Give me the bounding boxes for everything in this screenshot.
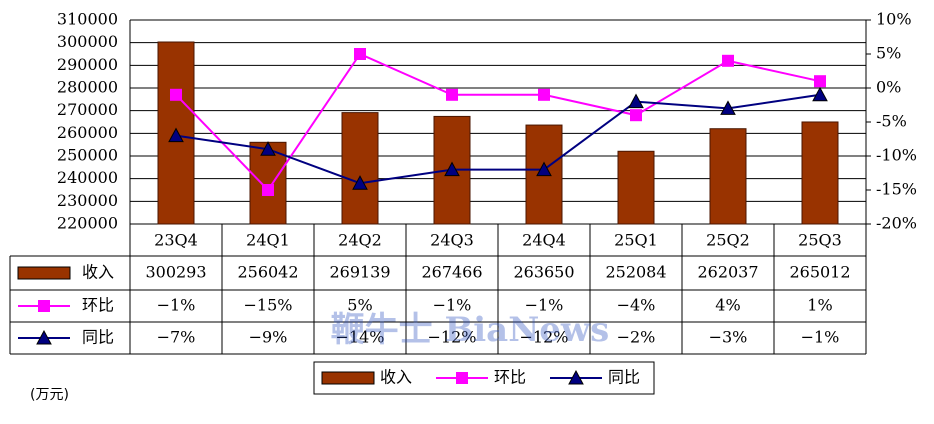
table-value: −14% <box>336 328 385 347</box>
y-tick-label: 290000 <box>57 55 118 74</box>
x-tick-label: 24Q4 <box>522 231 566 250</box>
line <box>175 93 821 185</box>
y-tick-label: 220000 <box>57 214 118 233</box>
table-value: −7% <box>157 328 196 347</box>
y2-tick-label: -15% <box>876 180 917 199</box>
point <box>722 54 734 67</box>
point <box>354 48 366 60</box>
point <box>260 141 276 156</box>
x-tick-label: 25Q3 <box>798 231 842 250</box>
legend-swatch <box>321 371 375 385</box>
y-tick-label: 230000 <box>57 191 118 210</box>
bar <box>617 150 655 225</box>
legend-label: 收入 <box>82 263 114 282</box>
table-value: 5% <box>347 296 372 315</box>
table-value: −12% <box>520 328 569 347</box>
table-value: −1% <box>525 296 564 315</box>
table-value: −9% <box>249 328 288 347</box>
point <box>170 88 182 101</box>
table-value: −2% <box>617 328 656 347</box>
y-tick-label: 260000 <box>57 123 118 142</box>
x-tick-label: 23Q4 <box>154 231 198 250</box>
legend-marker <box>568 369 584 385</box>
point <box>814 75 826 88</box>
x-tick-label: 24Q2 <box>338 231 382 250</box>
legend-swatch <box>17 266 71 280</box>
bar <box>157 41 195 225</box>
point <box>812 86 828 102</box>
legend-label: 同比 <box>82 328 114 347</box>
y-tick-label: 310000 <box>57 10 118 29</box>
point <box>262 184 274 196</box>
point <box>444 161 460 177</box>
legend-label: 同比 <box>608 368 640 387</box>
bar <box>341 112 379 225</box>
table-value: 265012 <box>789 263 850 282</box>
point <box>352 175 368 190</box>
x-tick-label: 25Q2 <box>706 231 750 250</box>
y-tick-label: 270000 <box>57 100 118 119</box>
y2-tick-label: -20% <box>876 214 917 233</box>
bar <box>709 128 747 225</box>
point <box>720 100 736 115</box>
x-tick-label: 24Q3 <box>430 231 474 250</box>
table-value: 267466 <box>421 263 482 282</box>
table-value: 4% <box>715 296 740 315</box>
y-tick-label: 300000 <box>57 32 118 51</box>
point <box>630 109 642 122</box>
y2-tick-label: -5% <box>876 112 907 131</box>
table-value: −12% <box>428 328 477 347</box>
y2-tick-label: -10% <box>876 146 917 165</box>
x-tick-label: 25Q1 <box>614 231 658 250</box>
y-tick-label: 280000 <box>57 78 118 97</box>
legend-marker <box>456 372 468 384</box>
table-value: −1% <box>157 296 196 315</box>
table-value: 252084 <box>605 263 666 282</box>
legend-label: 环比 <box>494 368 526 387</box>
legend-label: 收入 <box>380 368 412 387</box>
y2-tick-label: 0% <box>876 78 901 97</box>
y2-tick-label: 10% <box>876 10 912 29</box>
x-tick-label: 24Q1 <box>246 231 290 250</box>
point <box>538 88 550 101</box>
point <box>628 93 644 109</box>
table-value: −1% <box>433 296 472 315</box>
table-value: −15% <box>244 296 293 315</box>
point <box>168 127 184 143</box>
y-tick-label: 240000 <box>57 168 118 187</box>
legend-label: 环比 <box>82 296 114 315</box>
watermark: 鞭牛士 BiaNews <box>331 310 610 350</box>
table-value: 1% <box>807 296 832 315</box>
table-value: 256042 <box>237 263 298 282</box>
table-value: 263650 <box>513 263 574 282</box>
point <box>536 161 552 177</box>
bar <box>801 121 839 225</box>
table-value: −4% <box>617 296 656 315</box>
legend-marker <box>38 300 50 312</box>
unit-label: (万元) <box>30 387 69 403</box>
table-value: −3% <box>709 328 748 347</box>
legend-marker <box>36 329 52 345</box>
line <box>175 52 821 192</box>
y-tick-label: 250000 <box>57 146 118 165</box>
table-value: 269139 <box>329 263 390 282</box>
table-value: 300293 <box>145 263 206 282</box>
y2-tick-label: 5% <box>876 44 901 63</box>
table-value: 262037 <box>697 263 758 282</box>
point <box>446 88 458 101</box>
table-value: −1% <box>801 328 840 347</box>
